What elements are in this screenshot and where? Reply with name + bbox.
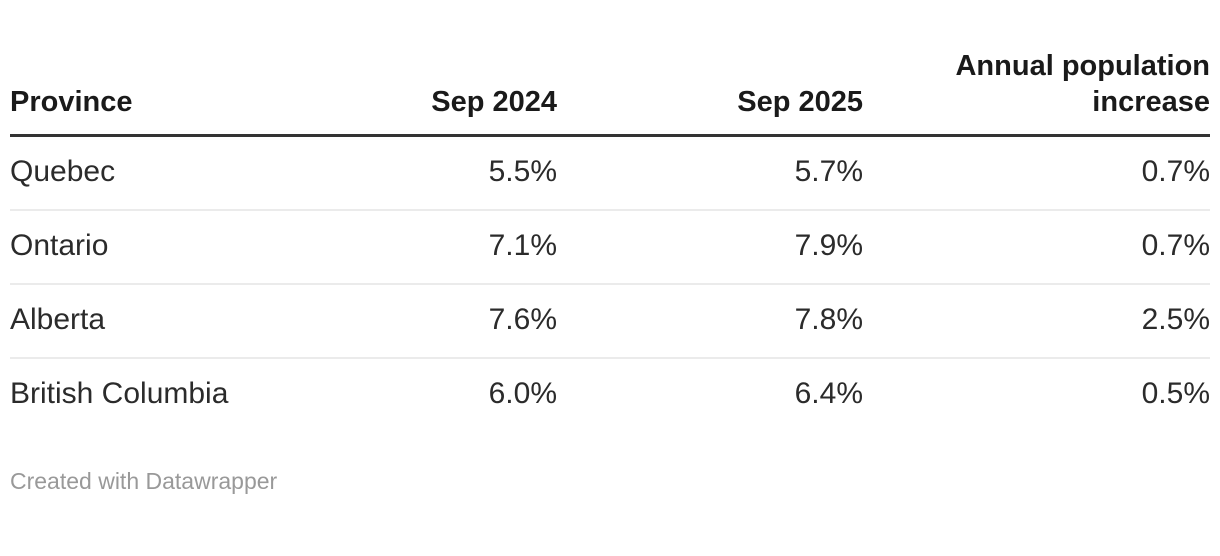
cell-annual-increase: 0.7% <box>863 210 1210 285</box>
table-row-quebec: Quebec 5.5% 5.7% 0.7% <box>10 135 1210 211</box>
cell-annual-increase: 0.5% <box>1141 377 1210 410</box>
cell-province: British Columbia <box>10 377 229 410</box>
cell-sep-2024: 7.1% <box>310 210 557 285</box>
header-row: Province Sep 2024 Sep 2025 Annual popula… <box>10 48 1210 137</box>
column-header-province: Province <box>10 48 310 137</box>
cell-sep-2024: 6.0% <box>488 377 557 410</box>
cell-sep-2024: 7.6% <box>310 284 557 359</box>
cell-annual-increase: 2.5% <box>863 284 1210 359</box>
column-header-annual-increase: Annual population increase <box>863 48 1210 137</box>
datawrapper-table-chart: Province Sep 2024 Sep 2025 Annual popula… <box>0 48 1220 495</box>
table-row-british-columbia: British Columbia 6.0% 6.4% 0.5% <box>10 358 1210 431</box>
cell-sep-2024: 5.5% <box>310 135 557 211</box>
table-body: Quebec 5.5% 5.7% 0.7% Ontario 7.1% 7.9% … <box>10 135 1210 432</box>
column-header-sep-2025: Sep 2025 <box>557 48 863 137</box>
table-row-ontario: Ontario 7.1% 7.9% 0.7% <box>10 210 1210 285</box>
table-row-alberta: Alberta 7.6% 7.8% 2.5% <box>10 284 1210 359</box>
cell-sep-2025: 7.9% <box>557 210 863 285</box>
cell-sep-2025: 7.8% <box>557 284 863 359</box>
datawrapper-attribution-link[interactable]: Created with Datawrapper <box>10 468 278 494</box>
chart-footer: Created with Datawrapper <box>10 467 1210 495</box>
cell-annual-increase: 0.7% <box>863 135 1210 211</box>
table-header: Province Sep 2024 Sep 2025 Annual popula… <box>10 48 1210 137</box>
cell-sep-2025: 6.4% <box>794 377 863 410</box>
cell-province: Alberta <box>10 284 310 359</box>
cell-province: Ontario <box>10 210 310 285</box>
cell-province: Quebec <box>10 135 310 211</box>
column-header-sep-2024: Sep 2024 <box>310 48 557 137</box>
population-table: Province Sep 2024 Sep 2025 Annual popula… <box>10 48 1210 431</box>
cell-sep-2025: 5.7% <box>557 135 863 211</box>
